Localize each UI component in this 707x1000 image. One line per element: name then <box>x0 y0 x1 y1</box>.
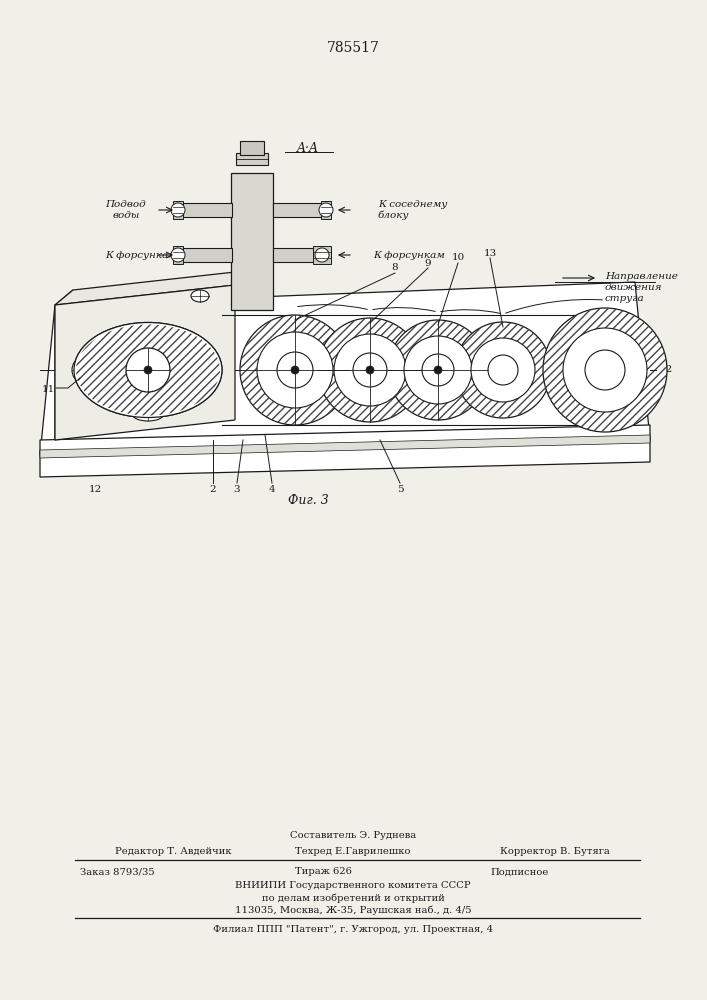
Text: Подвод
воды: Подвод воды <box>105 200 146 220</box>
Circle shape <box>144 366 152 374</box>
Circle shape <box>315 248 329 262</box>
Polygon shape <box>55 285 235 440</box>
Bar <box>273 248 325 262</box>
Text: Составитель Э. Руднева: Составитель Э. Руднева <box>290 832 416 840</box>
Circle shape <box>334 334 406 406</box>
Polygon shape <box>40 425 650 477</box>
Text: Фиг. 3: Фиг. 3 <box>288 493 328 506</box>
Text: 11: 11 <box>42 385 54 394</box>
Bar <box>179 203 232 217</box>
Bar <box>173 201 183 219</box>
Circle shape <box>563 328 647 412</box>
Circle shape <box>240 315 350 425</box>
Circle shape <box>171 248 185 262</box>
Text: ВНИИПИ Государственного комитета СССР: ВНИИПИ Государственного комитета СССР <box>235 882 471 890</box>
Circle shape <box>434 366 442 374</box>
Text: 12: 12 <box>88 486 102 494</box>
Text: Тираж 626: Тираж 626 <box>295 867 352 876</box>
Text: 8: 8 <box>392 263 398 272</box>
Circle shape <box>126 348 170 392</box>
Circle shape <box>488 355 518 385</box>
Circle shape <box>353 353 387 387</box>
Ellipse shape <box>191 290 209 302</box>
Text: Направление
движения
струга: Направление движения струга <box>605 272 678 303</box>
Circle shape <box>585 350 625 390</box>
Ellipse shape <box>133 409 163 421</box>
Text: Подписное: Подписное <box>490 867 549 876</box>
Circle shape <box>388 320 488 420</box>
Text: Техред Е.Гаврилешко: Техред Е.Гаврилешко <box>295 848 411 856</box>
Polygon shape <box>40 435 650 458</box>
Text: 113035, Москва, Ж-35, Раушская наб., д. 4/5: 113035, Москва, Ж-35, Раушская наб., д. … <box>235 905 472 915</box>
Text: 10: 10 <box>451 253 464 262</box>
Bar <box>231 173 273 310</box>
Ellipse shape <box>74 322 222 418</box>
Circle shape <box>422 354 454 386</box>
Ellipse shape <box>74 322 222 418</box>
Text: Заказ 8793/35: Заказ 8793/35 <box>80 867 155 876</box>
Text: A·A: A·A <box>297 141 319 154</box>
Text: по делам изобретений и открытий: по делам изобретений и открытий <box>262 893 445 903</box>
Circle shape <box>543 308 667 432</box>
Circle shape <box>366 366 374 374</box>
Text: 5: 5 <box>397 486 403 494</box>
Text: 4: 4 <box>269 486 275 494</box>
Text: К форсункам: К форсункам <box>105 250 177 259</box>
Text: Корректор В. Бутяга: Корректор В. Бутяга <box>500 848 610 856</box>
Circle shape <box>277 352 313 388</box>
Polygon shape <box>55 270 253 305</box>
Circle shape <box>291 366 299 374</box>
Bar <box>273 203 325 217</box>
Circle shape <box>257 332 333 408</box>
Ellipse shape <box>72 359 88 381</box>
Text: 13: 13 <box>484 248 496 257</box>
Circle shape <box>319 203 333 217</box>
Bar <box>321 201 331 219</box>
Circle shape <box>144 366 152 374</box>
Circle shape <box>404 336 472 404</box>
Text: 785517: 785517 <box>327 41 380 55</box>
Text: Редактор Т. Авдейчик: Редактор Т. Авдейчик <box>115 848 232 856</box>
Bar <box>236 153 268 165</box>
Circle shape <box>171 203 185 217</box>
Polygon shape <box>40 282 650 455</box>
Text: 2: 2 <box>210 486 216 494</box>
Circle shape <box>455 322 551 418</box>
Text: Филиал ППП "Патент", г. Ужгород, ул. Проектная, 4: Филиал ППП "Патент", г. Ужгород, ул. Про… <box>213 926 493 934</box>
Text: 3: 3 <box>234 486 240 494</box>
Text: 9: 9 <box>425 258 431 267</box>
Bar <box>240 141 264 155</box>
Circle shape <box>471 338 535 402</box>
Bar <box>313 246 331 264</box>
Text: 12: 12 <box>660 365 673 374</box>
Circle shape <box>318 318 422 422</box>
Bar <box>179 248 232 262</box>
Polygon shape <box>55 290 73 440</box>
Bar <box>173 246 183 264</box>
Circle shape <box>126 348 170 392</box>
Text: К форсункам: К форсункам <box>373 250 445 259</box>
Text: К соседнему
блоку: К соседнему блоку <box>378 200 448 220</box>
